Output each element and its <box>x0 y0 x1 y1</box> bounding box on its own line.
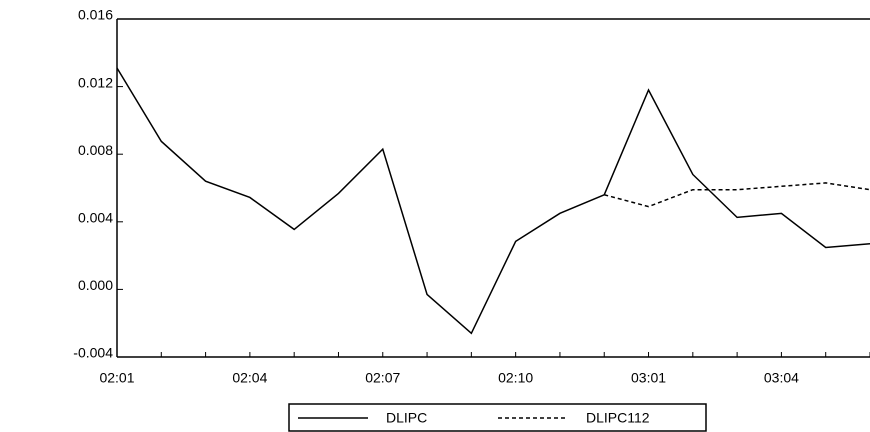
x-tick-label: 02:04 <box>232 370 267 386</box>
series-line <box>604 182 870 208</box>
series-line <box>116 67 870 335</box>
x-tick-label: 02:01 <box>99 370 134 386</box>
y-tick-label: 0.000 <box>78 277 113 293</box>
y-tick-label: 0.012 <box>78 74 113 90</box>
legend-box <box>288 403 707 432</box>
y-tick-label: 0.004 <box>78 210 113 226</box>
y-tick-label: 0.008 <box>78 142 113 158</box>
x-tick-label: 02:10 <box>498 370 533 386</box>
x-tick-label: 03:01 <box>631 370 666 386</box>
y-tick-label: -0.004 <box>73 345 113 361</box>
x-tick-label: 03:04 <box>764 370 799 386</box>
y-tick-label: 0.016 <box>78 7 113 23</box>
legend-label: DLIPC112 <box>586 410 650 426</box>
legend-label: DLIPC <box>386 410 427 426</box>
x-tick-label: 02:07 <box>365 370 400 386</box>
